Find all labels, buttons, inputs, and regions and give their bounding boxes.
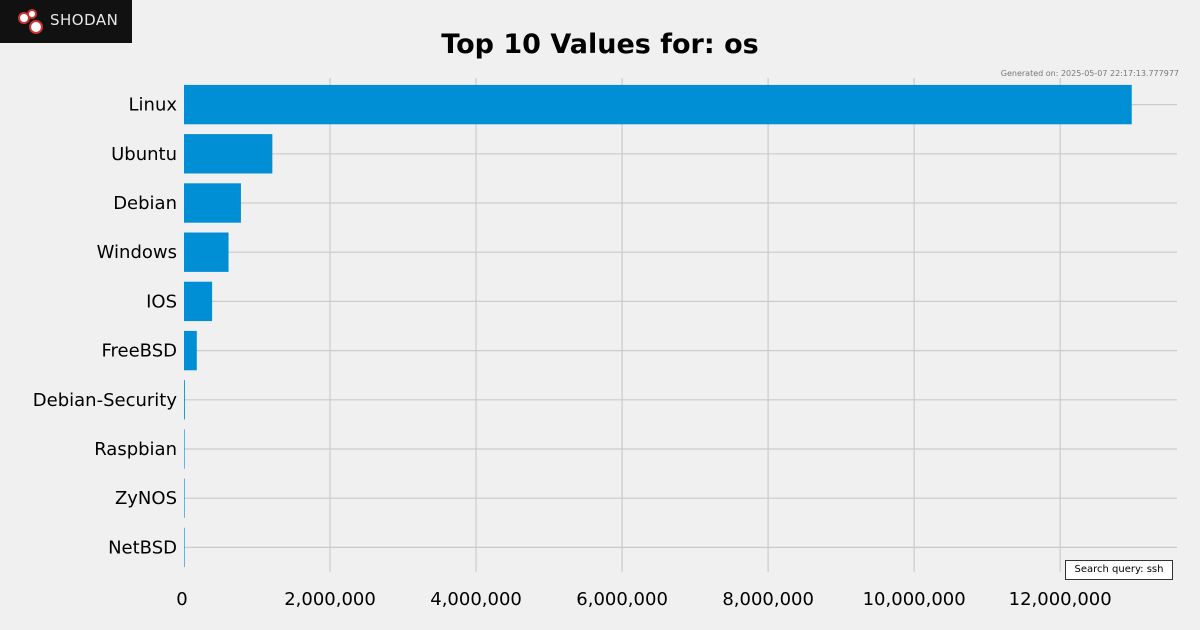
x-tick-label: 12,000,000: [1009, 589, 1112, 610]
x-tick-label: 10,000,000: [863, 589, 966, 610]
category-label: Ubuntu: [111, 144, 177, 165]
bar: [184, 183, 241, 223]
logo-text: SHODAN: [50, 11, 119, 29]
search-query-box: Search query: ssh: [1065, 560, 1173, 580]
x-tick-label: 2,000,000: [284, 589, 376, 610]
x-tick-label: 8,000,000: [722, 589, 814, 610]
category-label: Linux: [129, 95, 178, 116]
x-tick-label: 0: [176, 589, 187, 610]
category-label: ZyNOS: [115, 488, 177, 509]
bar: [184, 429, 185, 469]
shodan-logo: SHODAN: [0, 0, 132, 43]
bar: [184, 232, 229, 272]
x-tick-label: 6,000,000: [576, 589, 668, 610]
shodan-logo-icon: [18, 9, 43, 34]
category-label: Debian-Security: [33, 390, 178, 411]
category-label: IOS: [146, 291, 177, 312]
category-label: Debian: [113, 193, 177, 214]
bar: [184, 380, 185, 420]
category-label: FreeBSD: [101, 341, 177, 362]
bar: [184, 330, 197, 371]
bar: [184, 84, 1132, 125]
bar: [184, 134, 273, 174]
bar: [184, 281, 213, 322]
x-tick-label: 4,000,000: [430, 589, 522, 610]
category-label: Raspbian: [94, 439, 177, 460]
category-label: Windows: [97, 242, 177, 263]
chart-title: Top 10 Values for: os: [441, 29, 759, 60]
bar: [184, 478, 185, 518]
generated-timestamp: Generated on: 2025-05-07 22:17:13.777977: [1000, 69, 1179, 78]
category-label: NetBSD: [108, 537, 177, 558]
bar: [184, 527, 185, 568]
